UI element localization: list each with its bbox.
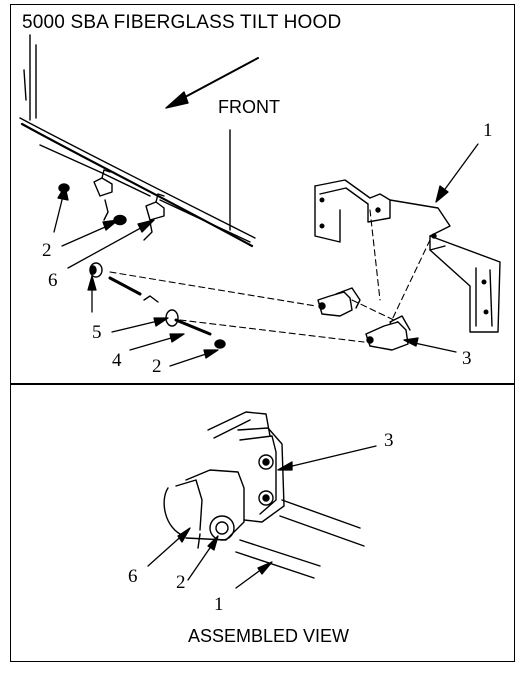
hood-clips — [93, 169, 165, 241]
fastener-parts — [58, 183, 226, 349]
callout-6-top: 6 — [48, 270, 58, 291]
assembled-view-label: ASSEMBLED VIEW — [188, 626, 350, 646]
bracket-1-drawing — [314, 179, 501, 333]
callout-5-top: 5 — [92, 322, 102, 343]
callout-1-bottom: 1 — [214, 594, 224, 615]
callout-1-top: 1 — [483, 120, 493, 141]
callout-2b-top: 2 — [152, 356, 162, 377]
front-label: FRONT — [218, 97, 280, 117]
callout-3-bottom: 3 — [384, 430, 394, 451]
hood-edge-drawing — [19, 34, 256, 248]
diagram-title: 5000 SBA FIBERGLASS TILT HOOD — [22, 12, 342, 33]
assembled-view-panel — [10, 384, 515, 662]
assembled-drawing — [163, 411, 365, 579]
front-arrow — [165, 57, 259, 109]
alignment-lines — [109, 209, 431, 343]
callout-2-bottom: 2 — [176, 572, 186, 593]
callout-leaders-top — [53, 143, 479, 367]
callout-6-bottom: 6 — [128, 566, 138, 587]
hinge-brackets — [317, 287, 411, 351]
exploded-view-panel — [10, 4, 515, 384]
callout-leaders-bottom — [147, 445, 377, 589]
callout-3-top: 3 — [462, 348, 472, 369]
callout-2-top: 2 — [42, 240, 52, 261]
callout-4-top: 4 — [112, 350, 122, 371]
